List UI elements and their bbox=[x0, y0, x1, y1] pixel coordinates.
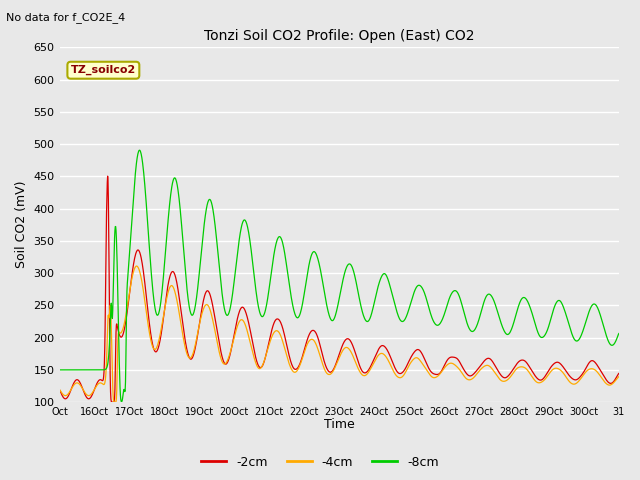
Text: TZ_soilco2: TZ_soilco2 bbox=[71, 65, 136, 75]
Y-axis label: Soil CO2 (mV): Soil CO2 (mV) bbox=[15, 181, 28, 268]
Text: No data for f_CO2E_4: No data for f_CO2E_4 bbox=[6, 12, 125, 23]
X-axis label: Time: Time bbox=[324, 419, 355, 432]
Title: Tonzi Soil CO2 Profile: Open (East) CO2: Tonzi Soil CO2 Profile: Open (East) CO2 bbox=[204, 29, 474, 43]
Legend: -2cm, -4cm, -8cm: -2cm, -4cm, -8cm bbox=[196, 451, 444, 474]
